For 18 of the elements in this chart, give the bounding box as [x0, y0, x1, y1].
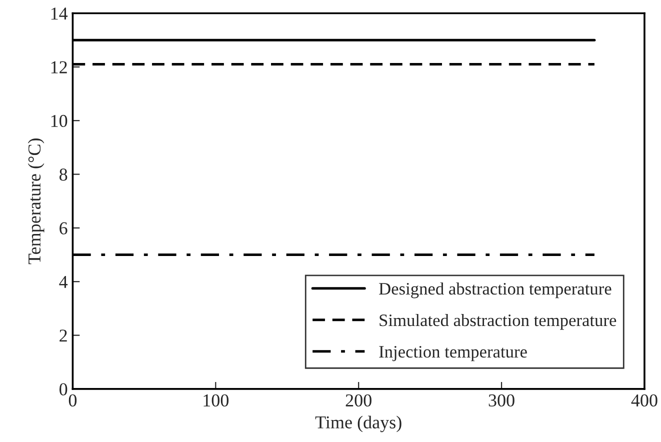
legend-label: Simulated abstraction temperature [380, 314, 616, 330]
x-tick-label: 400 [631, 394, 658, 407]
x-tick-label: 0 [68, 394, 77, 407]
x-axis-title: Time (days) [315, 416, 402, 432]
x-tick-label: 100 [204, 394, 229, 407]
legend-label: Injection temperature [379, 346, 527, 362]
y-tick-label: 10 [51, 114, 68, 128]
y-axis-title: Temperature (°C) [28, 138, 44, 264]
y-tick-label: 12 [51, 61, 67, 74]
y-tick-label: 6 [60, 222, 68, 234]
x-tick-label: 300 [488, 394, 514, 407]
y-tick-label: 0 [60, 383, 68, 396]
y-tick-label: 8 [60, 168, 68, 181]
legend-label: Designed abstraction temperature [379, 282, 612, 298]
y-tick-label: 2 [60, 330, 67, 342]
x-tick-label: 200 [346, 394, 372, 407]
y-tick-label: 14 [51, 8, 68, 20]
y-tick-label: 4 [59, 276, 68, 288]
